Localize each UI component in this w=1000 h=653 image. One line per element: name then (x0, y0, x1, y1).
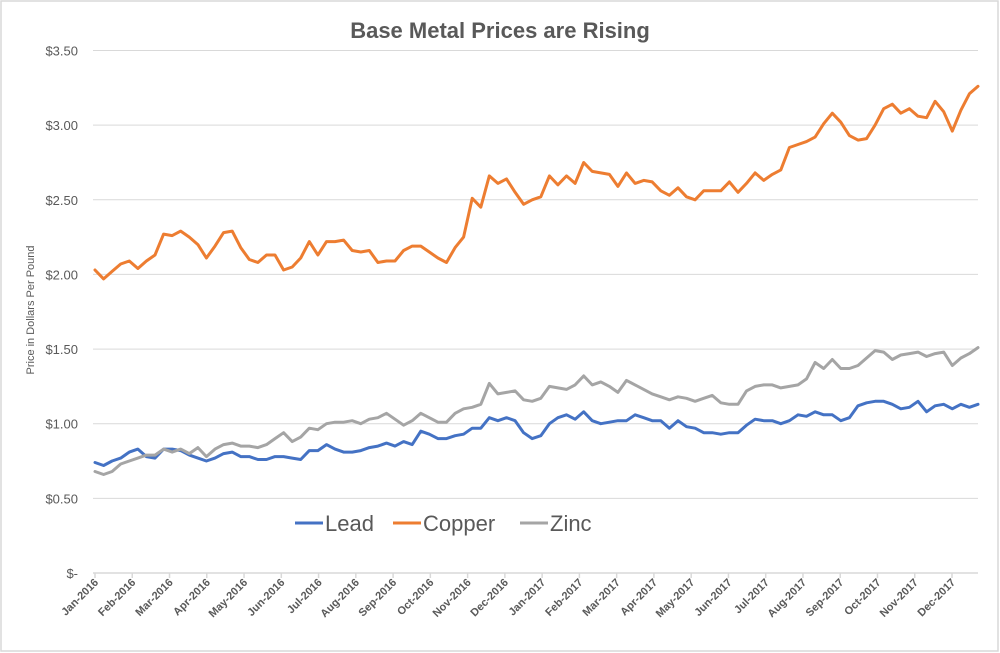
legend-item-lead: Lead (295, 511, 374, 536)
y-tick-label: $- (66, 566, 78, 581)
y-tick-label: $1.50 (45, 342, 78, 357)
y-tick-label: $3.50 (45, 44, 78, 59)
chart-title: Base Metal Prices are Rising (350, 18, 650, 43)
legend: Lead Copper Zinc (295, 511, 592, 536)
y-tick-label: $3.00 (45, 118, 78, 133)
legend-label: Lead (325, 511, 374, 536)
series-line-lead (93, 399, 980, 467)
legend-label: Zinc (550, 511, 592, 536)
y-axis-label: Price in Dollars Per Pound (25, 245, 37, 374)
y-tick-label: $1.00 (45, 417, 78, 432)
series-line-zinc (93, 346, 980, 476)
legend-label: Copper (423, 511, 495, 536)
y-tick-label: $2.00 (45, 267, 78, 282)
y-tick-labels: $- $0.50 $1.00 $1.50 $2.00 $2.50 $3.00 $3.50 (45, 44, 78, 582)
y-tick-label: $2.50 (45, 193, 78, 208)
series-lines (93, 84, 980, 476)
series-line-copper (93, 84, 980, 281)
legend-item-zinc: Zinc (520, 511, 592, 536)
y-tick-label: $0.50 (45, 491, 78, 506)
legend-item-copper: Copper (393, 511, 495, 536)
